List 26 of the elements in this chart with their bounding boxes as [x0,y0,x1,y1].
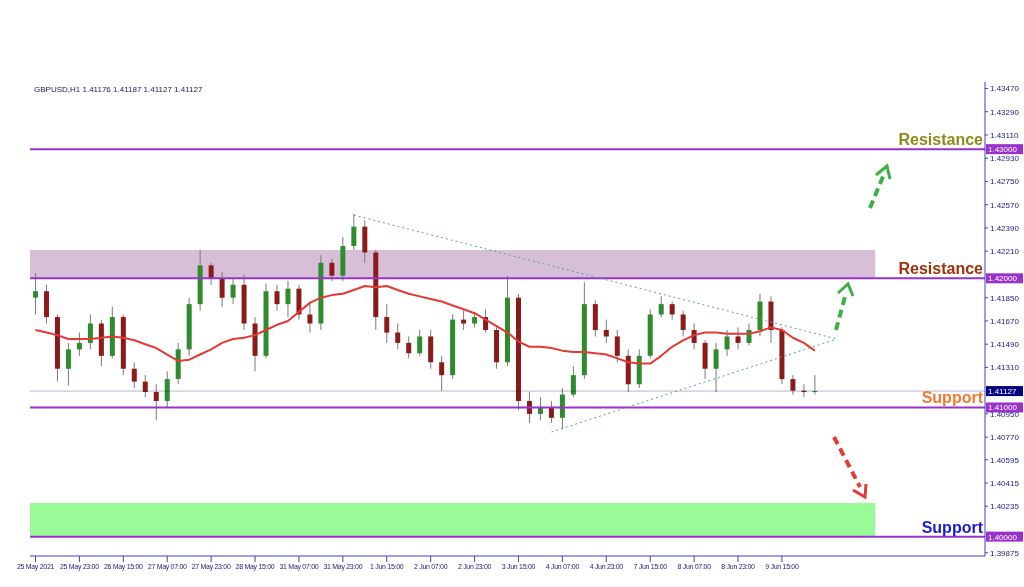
y-tick-label: 1.41310 [990,363,1020,373]
y-tick-label: 1.42930 [990,154,1020,164]
y-tick-label: 1.43470 [990,84,1020,94]
y-tick-label: 1.41490 [990,340,1020,350]
y-tick-label: 1.39875 [990,548,1020,558]
ref-line-label: 1.43000 [988,145,1018,155]
y-tick-label: 1.43290 [990,107,1020,117]
y-tick-label: 1.41670 [990,316,1020,326]
annotation: Support [921,518,984,536]
y-tick-label: 1.40770 [990,433,1020,443]
y-tick-label: 1.42570 [990,200,1020,210]
annotation: Support [921,389,984,407]
annotation: Resistance [898,260,984,278]
y-tick-label: 1.40235 [990,502,1020,512]
annotation: Resistance [898,131,984,149]
y-tick-label: 1.41850 [990,293,1020,303]
ref-line-label: 1.41127 [988,387,1017,397]
y-tick-label: 1.42750 [990,177,1020,187]
chart-title: GBPUSD,H1 1.41176 1.41187 1.41127 1.41127 [34,85,203,94]
y-tick-label: 1.40415 [990,478,1020,488]
y-tick-label: 1.40595 [990,455,1020,465]
ref-line-label: 1.40000 [988,532,1018,542]
y-tick-label: 1.43110 [990,130,1019,140]
ref-line-label: 1.42000 [988,274,1018,284]
y-tick-label: 1.42210 [990,247,1020,257]
y-tick-label: 1.42390 [990,223,1020,233]
